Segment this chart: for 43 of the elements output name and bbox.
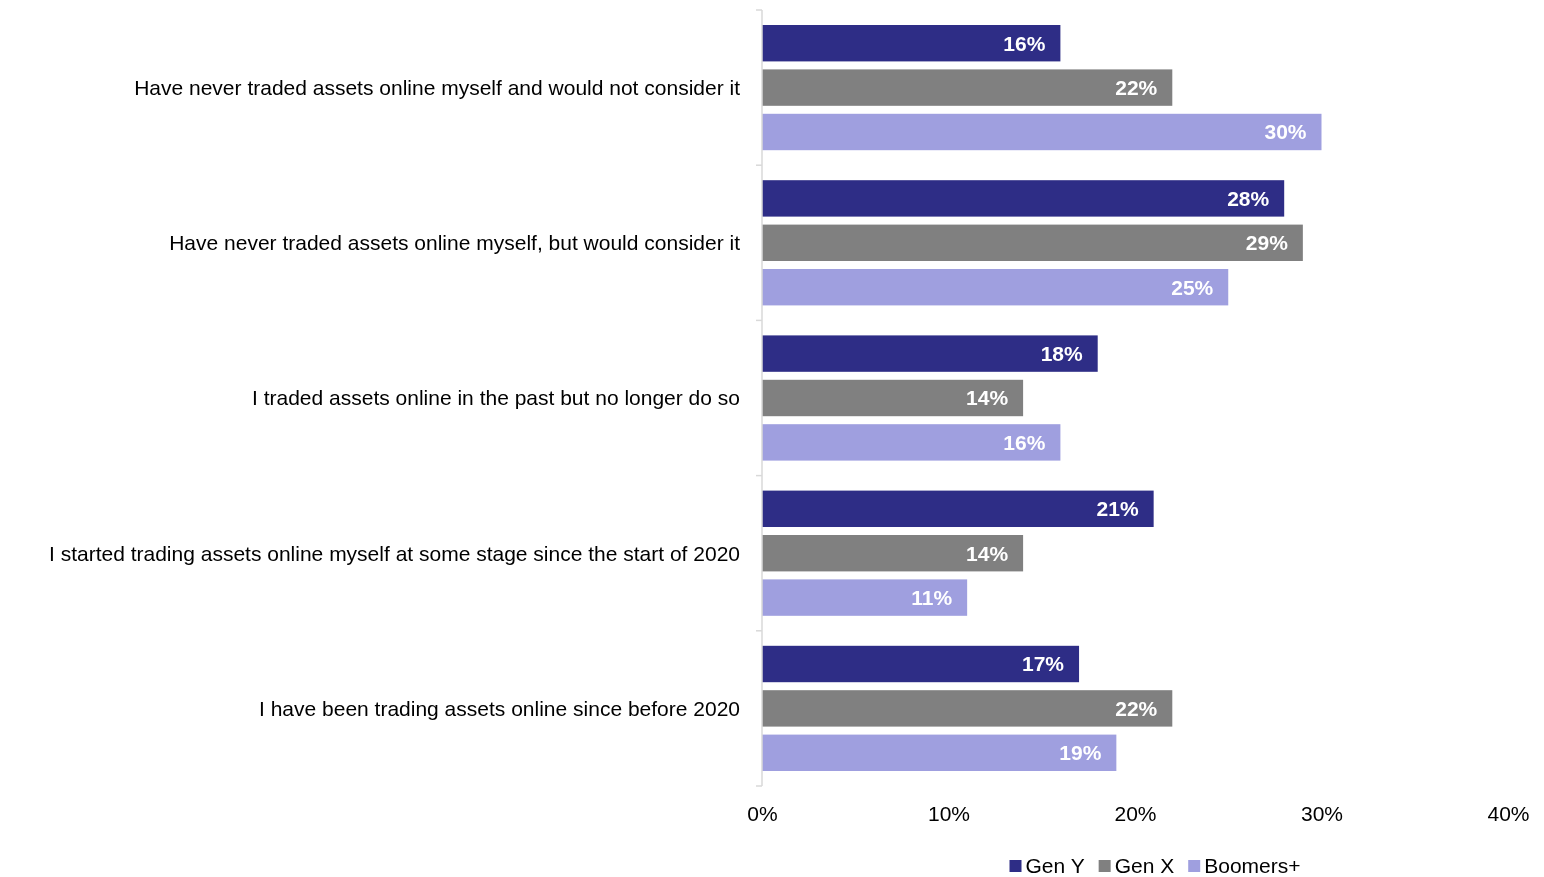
data-label: 17% <box>1022 652 1065 676</box>
legend-label: Gen X <box>1114 854 1175 877</box>
bar <box>762 734 1117 771</box>
bar <box>762 69 1173 106</box>
data-label: 14% <box>966 541 1009 565</box>
bar <box>762 690 1173 727</box>
data-label: 30% <box>1264 120 1307 144</box>
bar <box>762 335 1098 372</box>
bar <box>762 180 1285 217</box>
bar <box>762 579 968 616</box>
data-label: 16% <box>1003 31 1046 55</box>
data-label: 18% <box>1040 341 1084 365</box>
data-label: 29% <box>1245 231 1289 255</box>
bar <box>762 424 1061 461</box>
bar <box>762 268 1229 306</box>
bar <box>762 224 1303 261</box>
bar <box>762 535 1024 572</box>
x-tick-label: 0% <box>747 801 778 825</box>
x-tick-label: 10% <box>927 801 971 825</box>
data-label: 21% <box>1096 497 1139 521</box>
data-label: 22% <box>1115 75 1158 99</box>
bar <box>762 113 1322 151</box>
data-label: 14% <box>966 386 1009 410</box>
y-tick-label: I traded assets online in the past but no longer do so <box>252 386 740 410</box>
y-tick-label: Have never traded assets online myself, but would consider it <box>169 231 741 255</box>
data-label: 16% <box>1003 430 1046 454</box>
bar <box>762 25 1061 62</box>
x-tick-label: 40% <box>1487 801 1530 825</box>
data-label: 19% <box>1059 741 1102 765</box>
data-label: 28% <box>1227 186 1270 210</box>
data-label: 25% <box>1171 275 1214 299</box>
data-label: 11% <box>911 585 953 609</box>
bar <box>762 490 1154 528</box>
y-tick-label: Have never traded assets online myself and would not consider it <box>134 75 741 99</box>
y-tick-label: I started trading assets online myself at some stage since the start of 2020 <box>48 541 740 565</box>
x-tick-label: 30% <box>1300 801 1344 825</box>
data-label: 22% <box>1115 696 1158 720</box>
bar <box>762 645 1080 683</box>
x-tick-label: 20% <box>1114 801 1157 825</box>
bar <box>762 379 1024 417</box>
legend-label: Boomers+ <box>1204 854 1301 877</box>
legend-label: Gen Y <box>1025 854 1085 877</box>
y-tick-label: I have been trading assets online since before 2020 <box>258 696 740 720</box>
